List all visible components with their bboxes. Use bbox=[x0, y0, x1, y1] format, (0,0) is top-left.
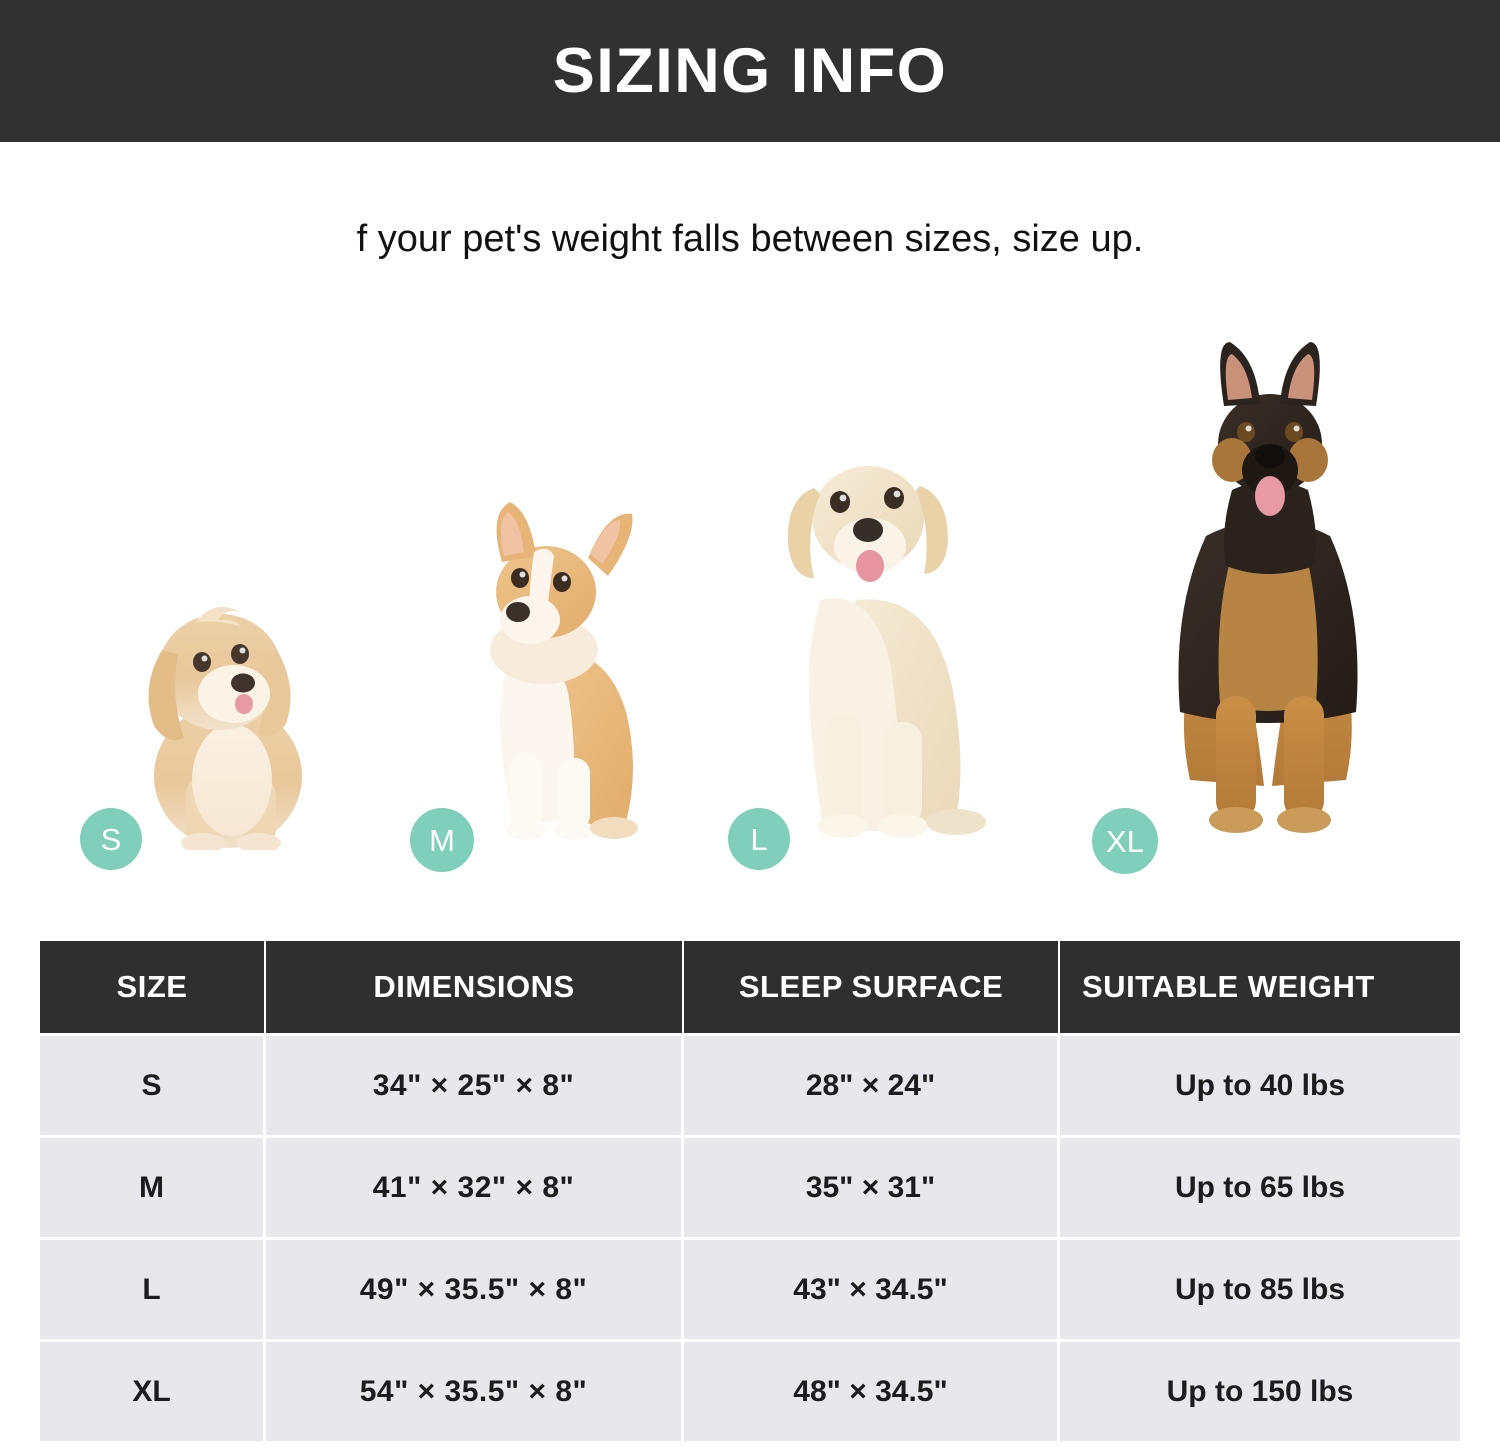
size-badge-s-label: S bbox=[100, 821, 122, 857]
size-badge-xl-label: XL bbox=[1106, 823, 1144, 859]
dog-illustration-s bbox=[110, 580, 340, 853]
cell-size: L bbox=[40, 1240, 266, 1339]
dog-size-comparison: S bbox=[0, 330, 1500, 874]
table-header-sleep-surface: SLEEP SURFACE bbox=[684, 941, 1060, 1033]
size-badge-l-label: L bbox=[750, 821, 768, 857]
sizing-note: f your pet's weight falls between sizes,… bbox=[356, 218, 1144, 260]
corgi-svg bbox=[490, 502, 638, 840]
dog-illustration-l bbox=[760, 430, 1020, 850]
page-header-bar: SIZING INFO bbox=[0, 0, 1500, 142]
cell-suitable-weight: Up to 85 lbs bbox=[1174, 1272, 1346, 1306]
table-row: L 49" × 35.5" × 8" 43" × 34.5" Up to 85 … bbox=[40, 1237, 1460, 1339]
havanese-svg bbox=[148, 606, 302, 853]
size-badge-s: S bbox=[80, 808, 142, 870]
cell-suitable-weight: Up to 40 lbs bbox=[1174, 1068, 1346, 1102]
dog-illustration-xl bbox=[1120, 340, 1420, 850]
table-header-suitable-weight: SUITABLE WEIGHT bbox=[1082, 969, 1375, 1004]
table-header-dimensions: DIMENSIONS bbox=[266, 941, 684, 1033]
table-header-size: SIZE bbox=[40, 941, 266, 1033]
cell-size: XL bbox=[40, 1342, 266, 1441]
size-badge-m-label: M bbox=[429, 822, 455, 858]
table-row: M 41" × 32" × 8" 35" × 31" Up to 65 lbs bbox=[40, 1135, 1460, 1237]
cell-sleep-surface: 35" × 31" bbox=[684, 1138, 1060, 1237]
table-row: XL 54" × 35.5" × 8" 48" × 34.5" Up to 15… bbox=[40, 1339, 1460, 1441]
sizing-table: SIZE DIMENSIONS SLEEP SURFACE SUITABLE W… bbox=[40, 941, 1460, 1444]
cell-sleep-surface: 48" × 34.5" bbox=[684, 1342, 1060, 1441]
german-shepherd-svg bbox=[1178, 342, 1358, 833]
dog-illustration-m bbox=[438, 500, 688, 850]
cell-sleep-surface: 43" × 34.5" bbox=[684, 1240, 1060, 1339]
page-title: SIZING INFO bbox=[552, 35, 948, 106]
size-badge-l: L bbox=[728, 808, 790, 870]
cell-dimensions: 41" × 32" × 8" bbox=[266, 1138, 684, 1237]
cell-size: M bbox=[40, 1138, 266, 1237]
cell-dimensions: 54" × 35.5" × 8" bbox=[266, 1342, 684, 1441]
cell-size: S bbox=[40, 1036, 266, 1135]
table-row: S 34" × 25" × 8" 28" × 24" Up to 40 lbs bbox=[40, 1033, 1460, 1135]
cell-sleep-surface: 28" × 24" bbox=[684, 1036, 1060, 1135]
golden-retriever-svg bbox=[787, 466, 986, 838]
cell-dimensions: 49" × 35.5" × 8" bbox=[266, 1240, 684, 1339]
cell-suitable-weight: Up to 150 lbs bbox=[1166, 1374, 1354, 1408]
size-badge-xl: XL bbox=[1092, 808, 1158, 874]
cell-dimensions: 34" × 25" × 8" bbox=[266, 1036, 684, 1135]
size-badge-m: M bbox=[410, 808, 474, 872]
cell-suitable-weight: Up to 65 lbs bbox=[1174, 1170, 1346, 1204]
table-header-row: SIZE DIMENSIONS SLEEP SURFACE SUITABLE W… bbox=[40, 941, 1460, 1033]
